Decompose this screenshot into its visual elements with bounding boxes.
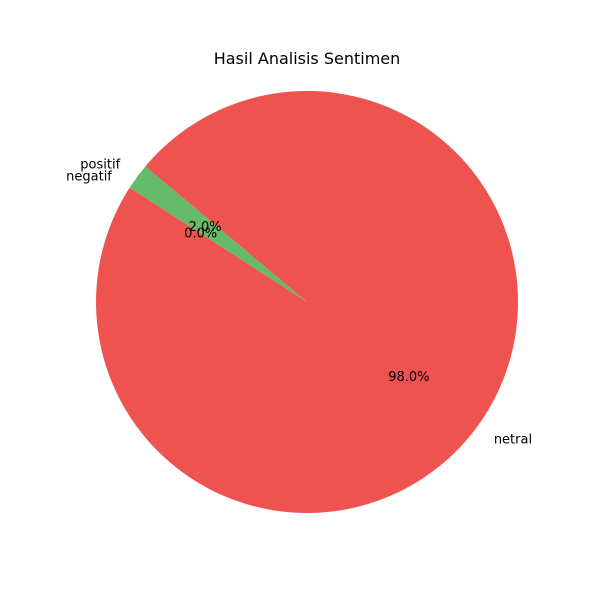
slice-label-negatif: negatif [66, 169, 112, 184]
slice-percent-netral: 98.0% [388, 370, 429, 385]
chart-title: Hasil Analisis Sentimen [214, 49, 401, 68]
slice-label-netral: netral [494, 433, 532, 448]
slice-percent-positif: 2.0% [189, 220, 222, 235]
pie-labels: positif 2.0% negatif 0.0% netral 98.0% [66, 157, 532, 447]
pie-slice-netral [96, 90, 519, 513]
pie-slices [96, 90, 519, 513]
slice-label-positif: positif [80, 157, 120, 172]
pie-slice-positif [129, 166, 307, 302]
slice-percent-negatif: 0.0% [184, 226, 217, 241]
